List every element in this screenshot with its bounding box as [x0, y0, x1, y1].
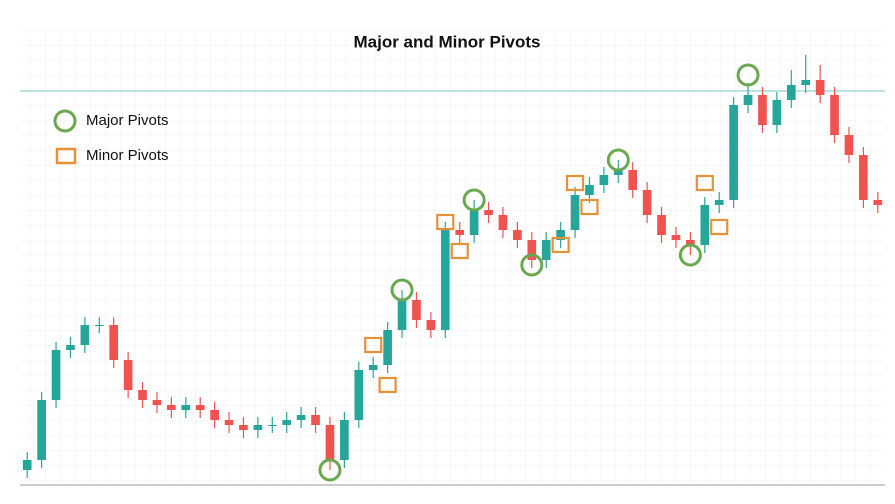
minor-pivot	[565, 174, 585, 192]
candle-body	[541, 240, 551, 260]
major-pivot	[606, 148, 630, 172]
candle-body	[671, 235, 681, 240]
legend-marker	[55, 147, 77, 165]
candle-body	[830, 95, 839, 135]
candle-body	[354, 370, 364, 420]
candle-body	[325, 425, 335, 460]
minor-pivot	[364, 336, 383, 354]
candle-body	[570, 195, 580, 230]
candle-body	[167, 405, 176, 410]
candle-body	[239, 425, 248, 430]
candle-body	[642, 190, 652, 215]
candle-body	[844, 135, 854, 155]
candle-body	[585, 185, 594, 195]
candle-body	[282, 420, 292, 425]
major-pivot	[678, 243, 702, 267]
candle-body	[383, 330, 392, 365]
candle-body	[628, 170, 638, 190]
legend-label: Minor Pivots	[86, 147, 169, 164]
candle-body	[758, 95, 767, 125]
candle-body	[37, 400, 46, 460]
candle-body	[138, 390, 147, 400]
candle-body	[340, 420, 349, 460]
candle-body	[657, 215, 666, 235]
candle-body	[700, 205, 710, 245]
candle-body	[440, 230, 450, 330]
major-pivot	[462, 188, 486, 212]
minor-pivot	[450, 242, 469, 260]
candle-body	[786, 85, 796, 100]
legend-marker	[53, 109, 77, 133]
candle-body	[123, 360, 133, 390]
candle-body	[412, 300, 421, 320]
minor-pivot	[710, 218, 729, 236]
major-pivot	[736, 63, 760, 87]
candle-body	[772, 100, 782, 125]
candle-body	[253, 425, 263, 430]
candle-body	[80, 325, 90, 345]
candle-body	[224, 420, 234, 425]
minor-pivot	[378, 376, 397, 394]
candle-body	[426, 320, 436, 330]
minor-pivot	[551, 236, 570, 254]
candle-body	[66, 345, 75, 350]
candle-body	[22, 460, 32, 470]
candle-body	[859, 155, 868, 200]
candle-body	[368, 365, 378, 370]
minor-pivot	[436, 213, 455, 231]
candle-body	[815, 80, 825, 95]
candle-body	[397, 300, 407, 330]
candle-body	[152, 400, 162, 405]
candle-body	[599, 175, 609, 185]
candle-body	[267, 425, 277, 426]
legend-label: Major Pivots	[86, 112, 169, 129]
minor-pivot	[695, 174, 714, 192]
candle-body	[686, 240, 695, 245]
major-pivot	[520, 253, 544, 277]
candle-body	[94, 325, 104, 326]
major-pivot	[390, 278, 414, 302]
candle-body	[714, 200, 724, 205]
candle-body	[801, 80, 811, 85]
candle-body	[873, 200, 883, 205]
candle-body	[296, 415, 306, 420]
legend: Major Pivots Minor Pivots	[53, 109, 169, 165]
candle-body	[311, 415, 320, 425]
major-pivot	[318, 458, 342, 482]
candle-body	[484, 210, 493, 215]
candle-body	[729, 105, 738, 200]
chart-title: Major and Minor Pivots	[353, 32, 540, 51]
candle-body	[556, 230, 565, 240]
candle-body	[210, 410, 219, 420]
candle-body	[498, 215, 508, 230]
minor-pivot	[580, 198, 599, 216]
candle-body	[109, 325, 119, 360]
candle-body	[513, 230, 522, 240]
candle-body	[527, 240, 537, 260]
candle-body	[455, 230, 465, 235]
candle-body	[613, 170, 623, 175]
candle-body	[195, 405, 205, 410]
candle-body	[51, 350, 61, 400]
candle-body	[181, 405, 191, 410]
candle-body	[469, 210, 479, 235]
candle-body	[743, 95, 753, 105]
